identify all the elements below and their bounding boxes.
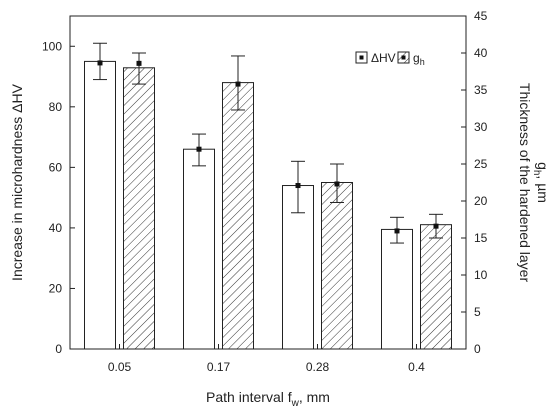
bar <box>84 60 116 350</box>
mean-marker <box>394 228 400 234</box>
left-axis-title: Increase in microhardness ΔHV <box>9 83 25 281</box>
right-axis-title-line2: gh, µm <box>531 162 550 203</box>
right-tick-label: 0 <box>474 342 481 356</box>
bar <box>222 82 254 350</box>
right-tick-label: 25 <box>474 157 488 171</box>
right-tick-label: 15 <box>474 231 488 245</box>
mean-marker <box>295 183 301 189</box>
right-tick-label: 20 <box>474 194 488 208</box>
x-tick-label: 0.17 <box>207 360 231 374</box>
right-tick-label: 35 <box>474 83 488 97</box>
right-axis-title-line1: Thickness of the hardened layer <box>517 83 533 283</box>
left-tick-label: 40 <box>49 221 63 235</box>
bar <box>381 228 413 350</box>
mean-marker <box>136 60 142 66</box>
right-tick-label: 45 <box>474 9 488 23</box>
x-tick-label: 0.28 <box>306 360 330 374</box>
x-tick-label: 0.4 <box>408 360 425 374</box>
bar <box>183 148 215 350</box>
plot-frame <box>69 15 467 350</box>
legend-marker <box>401 55 406 60</box>
right-tick-label: 5 <box>474 305 481 319</box>
bar <box>420 224 452 350</box>
mean-marker <box>433 223 439 229</box>
mean-marker <box>235 81 241 87</box>
mean-marker <box>334 181 340 187</box>
legend-label: ΔHV <box>371 51 396 65</box>
right-tick-label: 40 <box>474 46 488 60</box>
bar <box>321 182 353 350</box>
mean-marker <box>97 60 103 66</box>
x-tick-label: 0.05 <box>108 360 132 374</box>
bar <box>123 67 155 350</box>
left-tick-label: 60 <box>49 160 63 174</box>
right-tick-label: 10 <box>474 268 488 282</box>
axis-labels: 0 20 40 60 80 100 0 5 10 15 20 25 30 35 40 45 0.05 0.17 0.… <box>9 9 550 409</box>
left-tick-label: 80 <box>49 100 63 114</box>
mean-marker <box>196 146 202 152</box>
legend-label: gh <box>413 51 425 67</box>
left-tick-label: 0 <box>55 342 62 356</box>
right-tick-label: 30 <box>474 120 488 134</box>
x-axis-title: Path interval fw, mm <box>206 389 330 409</box>
left-tick-label: 20 <box>49 281 63 295</box>
legend: ΔHV gh <box>355 51 425 67</box>
legend-marker <box>359 55 364 60</box>
left-tick-label: 100 <box>42 39 62 53</box>
plot-area <box>69 15 467 350</box>
